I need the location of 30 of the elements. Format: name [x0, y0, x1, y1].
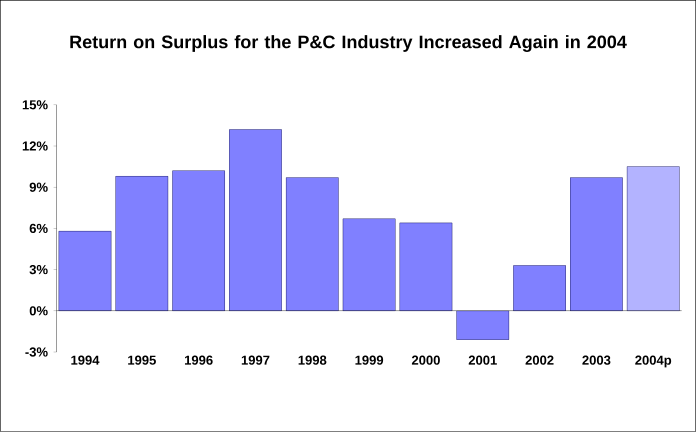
bar [456, 310, 510, 340]
y-tick-label: 15% [22, 100, 48, 110]
bar [58, 231, 112, 312]
x-tick-label: 1995 [128, 356, 156, 365]
y-tick-label: -3% [25, 348, 48, 357]
bar [626, 166, 680, 312]
bar [286, 178, 339, 312]
bar [513, 265, 566, 312]
bar [400, 222, 452, 312]
x-tick-label: 1994 [71, 356, 100, 365]
x-tick-label: 1998 [298, 356, 326, 365]
bar [570, 178, 623, 312]
x-tick-label: 2004p [635, 356, 672, 368]
x-tick-label: 2000 [412, 356, 440, 365]
bar [115, 176, 168, 312]
bar [342, 218, 396, 312]
bar [229, 129, 282, 312]
y-tick-label: 0% [30, 306, 48, 316]
x-tick-label: 1997 [242, 356, 270, 365]
bar [172, 170, 225, 312]
x-tick-label: 2001 [468, 356, 497, 365]
x-tick-label: 2002 [526, 356, 554, 365]
y-tick-label: 12% [22, 142, 48, 151]
x-tick-label: 1999 [355, 356, 384, 365]
y-tick-label: 9% [30, 182, 48, 192]
y-tick-label: 6% [30, 224, 48, 234]
chart-title: Return on Surplus for the P&C Industry Increased Again in 2004 [70, 35, 627, 52]
y-tick-label: 3% [30, 265, 48, 274]
x-tick-label: 1996 [184, 356, 213, 365]
x-tick-label: 2003 [582, 356, 610, 365]
